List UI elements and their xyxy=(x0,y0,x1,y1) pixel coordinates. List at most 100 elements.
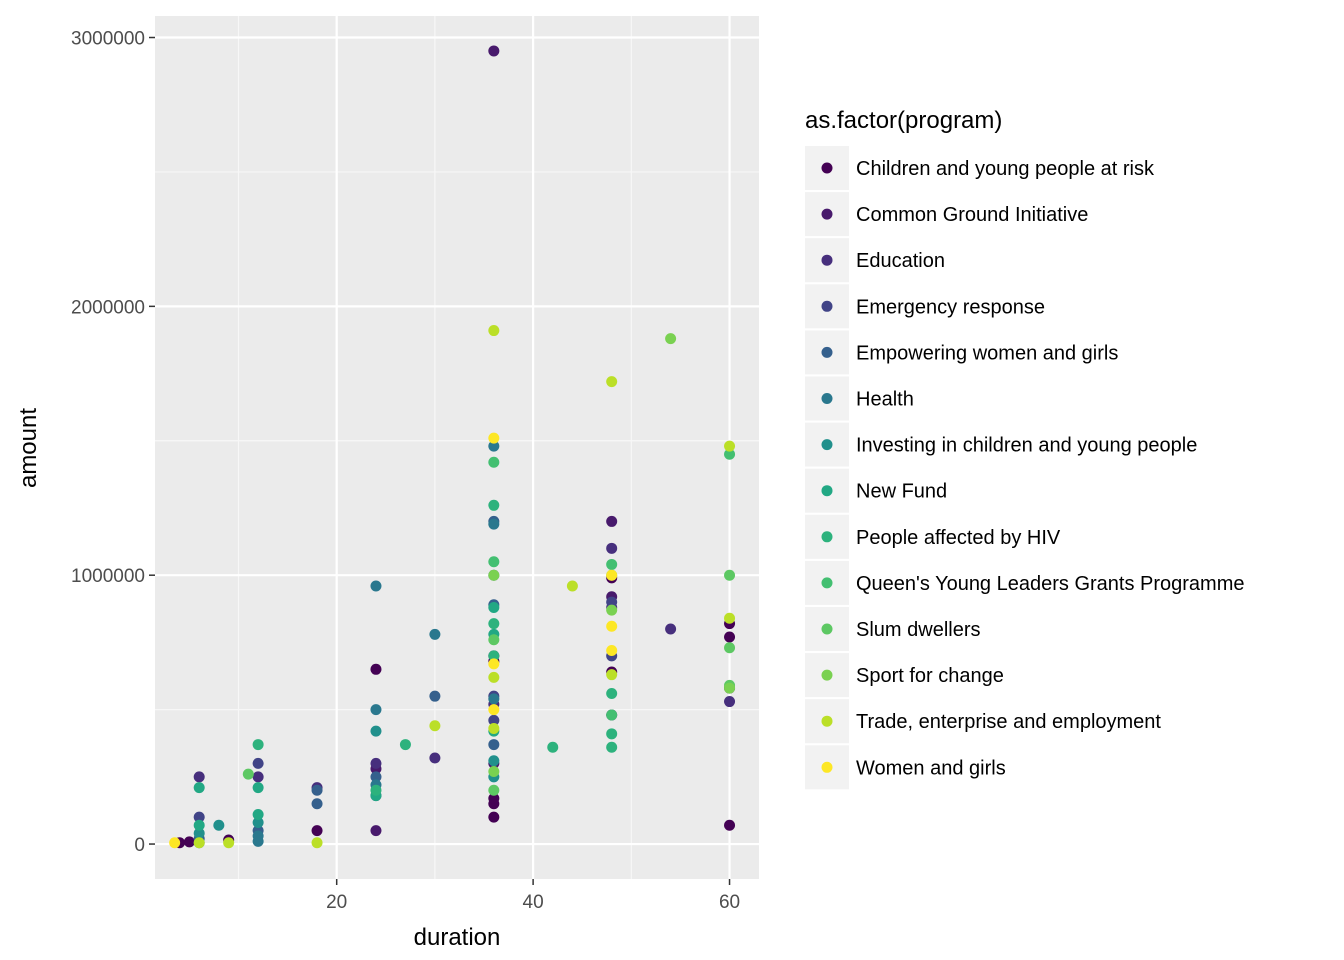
data-point xyxy=(488,693,500,705)
data-point xyxy=(488,569,500,581)
data-point xyxy=(370,663,382,675)
data-point xyxy=(213,819,225,831)
y-tick-label: 1000000 xyxy=(71,566,145,587)
legend-marker xyxy=(821,254,833,266)
data-point xyxy=(606,604,618,616)
data-point xyxy=(252,782,264,794)
data-point xyxy=(488,456,500,468)
legend-label: Women and girls xyxy=(856,757,1006,779)
legend-marker xyxy=(821,346,833,358)
legend-label: Emergency response xyxy=(856,296,1045,318)
data-point xyxy=(223,837,235,849)
legend-marker xyxy=(821,669,833,681)
legend-label: Empowering women and girls xyxy=(856,342,1118,364)
data-point xyxy=(488,671,500,683)
data-point xyxy=(370,757,382,769)
panel-background xyxy=(155,16,759,879)
x-tick-label: 60 xyxy=(719,892,740,913)
data-point xyxy=(606,741,618,753)
data-points xyxy=(169,45,736,849)
legend-label: Children and young people at risk xyxy=(856,158,1155,180)
data-point xyxy=(724,696,736,708)
data-point xyxy=(399,739,411,751)
data-point xyxy=(488,325,500,337)
data-point xyxy=(242,768,254,780)
legend-label: New Fund xyxy=(856,481,947,503)
legend-marker xyxy=(821,531,833,543)
y-axis-title: amount xyxy=(15,408,42,488)
legend-marker xyxy=(821,393,833,404)
data-point xyxy=(311,837,323,849)
legend-label: Health xyxy=(856,389,914,411)
data-point xyxy=(488,634,500,646)
data-point xyxy=(606,669,618,681)
data-point xyxy=(252,817,264,829)
y-tick-label: 2000000 xyxy=(71,297,145,318)
legend-label: Education xyxy=(856,250,945,272)
data-point xyxy=(429,690,441,702)
data-point xyxy=(252,771,264,783)
data-point xyxy=(252,739,264,751)
data-point xyxy=(606,687,618,699)
data-point xyxy=(193,827,205,839)
data-point xyxy=(488,704,500,716)
x-axis-title: duration xyxy=(414,924,501,951)
data-point xyxy=(193,782,205,794)
legend-marker xyxy=(821,715,833,727)
data-point xyxy=(566,580,578,592)
data-point xyxy=(193,811,205,823)
legend-marker xyxy=(821,208,833,220)
data-point xyxy=(193,771,205,783)
data-point xyxy=(488,440,500,452)
data-point xyxy=(488,714,500,726)
data-point xyxy=(488,518,500,530)
data-point xyxy=(488,792,500,804)
data-point xyxy=(311,798,323,810)
data-point xyxy=(724,448,736,460)
data-point xyxy=(724,612,736,624)
data-point xyxy=(193,837,205,849)
data-point xyxy=(311,784,323,796)
data-point xyxy=(724,569,736,581)
legend-marker xyxy=(821,577,833,589)
data-point xyxy=(606,542,618,554)
data-point xyxy=(370,771,382,783)
data-point xyxy=(488,784,500,796)
data-point xyxy=(252,757,264,769)
data-point xyxy=(488,499,500,511)
data-point xyxy=(547,741,559,753)
data-point xyxy=(183,836,195,848)
data-point xyxy=(606,620,618,632)
legend-marker xyxy=(821,761,833,773)
data-point xyxy=(370,725,382,737)
data-point xyxy=(606,644,618,656)
data-point xyxy=(488,755,500,767)
legend-title: as.factor(program) xyxy=(805,107,1002,134)
data-point xyxy=(429,752,441,764)
data-point xyxy=(606,558,618,570)
data-point xyxy=(488,811,500,823)
data-point xyxy=(488,45,500,57)
data-point xyxy=(370,784,382,796)
data-point xyxy=(488,739,500,751)
legend-marker xyxy=(821,485,833,497)
x-tick-label: 20 xyxy=(326,892,347,913)
legend: Children and young people at risk Common … xyxy=(805,146,1245,790)
data-point xyxy=(311,825,323,837)
legend-marker xyxy=(821,162,833,174)
legend-marker xyxy=(821,300,833,312)
data-point xyxy=(429,720,441,732)
data-point xyxy=(606,709,618,721)
legend-label: Sport for change xyxy=(856,665,1004,687)
data-point xyxy=(370,580,382,592)
data-point xyxy=(606,376,618,388)
data-point xyxy=(429,628,441,640)
data-point xyxy=(488,650,500,662)
legend-label: Common Ground Initiative xyxy=(856,204,1088,226)
legend-label: People affected by HIV xyxy=(856,527,1061,549)
data-point xyxy=(488,432,500,444)
data-point xyxy=(169,837,181,849)
data-point xyxy=(370,704,382,716)
data-point xyxy=(606,728,618,740)
data-point xyxy=(488,556,500,568)
